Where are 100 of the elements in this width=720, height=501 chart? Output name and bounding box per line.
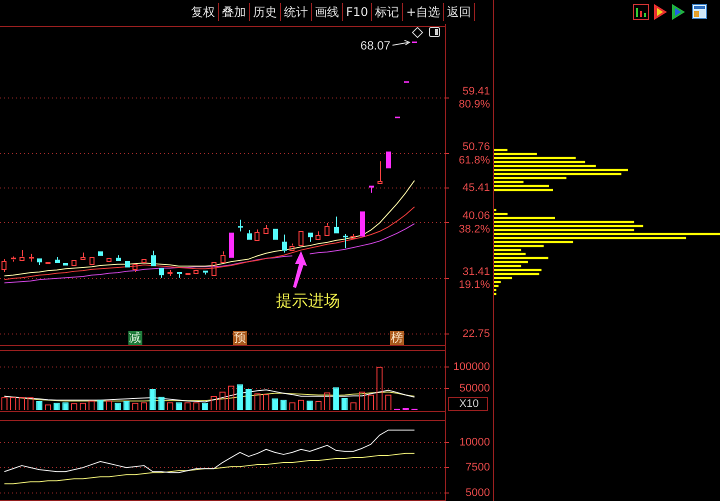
candlestick xyxy=(298,231,304,246)
bar xyxy=(494,180,524,184)
bar xyxy=(494,276,512,280)
bar xyxy=(494,236,686,240)
candlestick xyxy=(177,272,182,278)
text: 标记 xyxy=(372,3,404,21)
candlestick xyxy=(159,268,164,278)
candlestick xyxy=(324,222,330,236)
candlestick xyxy=(378,160,382,184)
candlestick xyxy=(220,250,226,263)
bar xyxy=(494,240,574,244)
y-tick-label: 50.76 61.8% xyxy=(458,141,490,166)
bar xyxy=(494,216,556,220)
candlestick xyxy=(20,250,24,261)
candlestick xyxy=(334,216,339,234)
bar xyxy=(342,398,348,410)
bar xyxy=(246,389,252,410)
y-tick-label: 22.75 xyxy=(462,328,490,340)
bar xyxy=(494,244,544,248)
candlestick xyxy=(308,232,313,242)
bar xyxy=(494,188,553,192)
candlestick xyxy=(203,270,208,276)
text: 历史 xyxy=(250,3,281,21)
candlestick xyxy=(168,270,172,276)
candlestick xyxy=(55,256,60,263)
annotation: 预 xyxy=(234,330,246,345)
y-tick-label: 7500 xyxy=(466,462,490,474)
bar xyxy=(494,272,540,276)
y-tick-label: 100000 xyxy=(453,361,490,374)
annotation: 提示进场 xyxy=(276,291,340,310)
candlestick xyxy=(63,262,68,266)
annotation: 68.07 xyxy=(360,38,391,53)
text: 统计 xyxy=(281,3,312,21)
bar xyxy=(494,164,596,168)
bar xyxy=(494,260,528,264)
bar xyxy=(158,396,165,410)
candlestick xyxy=(116,254,121,262)
candlestick xyxy=(132,264,138,272)
bar xyxy=(494,268,542,272)
text: +自选 xyxy=(403,3,444,21)
annotation: 减 xyxy=(129,330,142,345)
bar xyxy=(494,252,526,256)
y-tick-label: 50000 xyxy=(459,382,490,395)
candlestick xyxy=(316,230,320,240)
bar xyxy=(494,212,508,216)
bar xyxy=(494,256,548,260)
candlestick xyxy=(273,228,278,240)
text: 复权 xyxy=(188,3,219,21)
candlestick xyxy=(360,211,365,237)
candlestick xyxy=(98,251,103,256)
bar xyxy=(494,228,634,232)
annotation: 榜 xyxy=(391,330,404,345)
bar xyxy=(494,172,622,176)
candlestick xyxy=(247,230,252,240)
candlestick xyxy=(72,260,76,266)
bar xyxy=(272,398,278,410)
bar xyxy=(236,384,244,410)
bar xyxy=(332,387,340,410)
y-tick-label: 45.41 xyxy=(462,182,490,194)
bar xyxy=(494,184,549,188)
y-tick-label: 5000 xyxy=(466,486,490,499)
text: 叠加 xyxy=(219,3,250,21)
candlestick xyxy=(343,233,348,249)
bar xyxy=(494,176,566,180)
candlestick xyxy=(350,233,356,239)
candlestick xyxy=(151,250,156,266)
candlestick xyxy=(386,152,391,168)
bar xyxy=(494,224,644,228)
y-tick-label: 31.41 19.1% xyxy=(458,266,490,291)
y-tick-label: 59.41 80.9% xyxy=(458,85,490,111)
bar xyxy=(494,152,537,156)
bar xyxy=(494,148,508,152)
candlestick xyxy=(125,261,130,268)
candlestick xyxy=(369,186,374,194)
text: F10 xyxy=(343,3,372,21)
bar xyxy=(494,220,634,224)
candlestick xyxy=(2,258,6,272)
bar xyxy=(494,284,499,288)
candlestick xyxy=(90,257,94,265)
bar xyxy=(494,280,501,284)
candlestick xyxy=(106,258,112,262)
bar xyxy=(494,232,720,236)
candlestick xyxy=(282,234,287,254)
candlestick xyxy=(229,232,234,258)
y-tick-label: 10000 xyxy=(459,436,490,448)
candlestick xyxy=(264,224,268,234)
bar xyxy=(494,168,628,172)
candlestick xyxy=(194,270,198,274)
bar xyxy=(494,264,522,268)
candlestick xyxy=(254,228,260,241)
text: 画线 xyxy=(312,3,343,21)
bar xyxy=(494,248,522,252)
bar xyxy=(150,389,156,410)
candlestick xyxy=(37,258,42,266)
candlestick xyxy=(238,219,243,232)
bar xyxy=(494,156,576,160)
candlestick xyxy=(142,259,146,263)
bar xyxy=(494,160,586,164)
text: X10 xyxy=(459,398,479,410)
text: 返回 xyxy=(444,3,476,21)
